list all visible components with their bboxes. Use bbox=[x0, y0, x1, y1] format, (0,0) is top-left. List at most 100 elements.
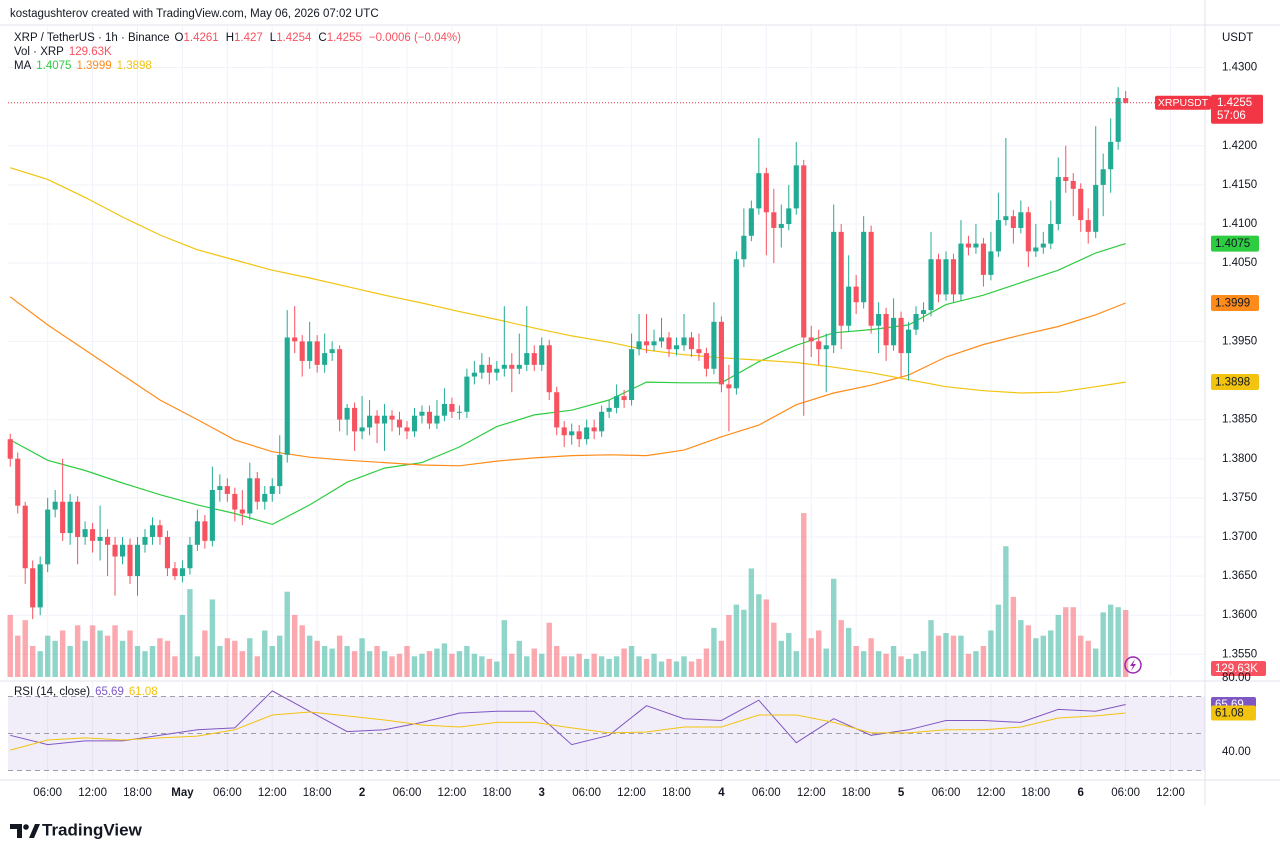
candle-body bbox=[741, 235, 747, 260]
volume-box-label: 129.63K bbox=[1215, 663, 1258, 675]
candle-body bbox=[232, 493, 238, 510]
volume-bar bbox=[374, 645, 380, 677]
candle-body bbox=[816, 341, 822, 350]
volume-bar bbox=[995, 604, 1002, 677]
candle-body bbox=[142, 536, 148, 545]
volume-bar bbox=[157, 638, 163, 677]
candle-body bbox=[381, 415, 388, 424]
symbol-label: XRPUSDT bbox=[1158, 97, 1209, 109]
x-tick-label: 12:00 bbox=[797, 787, 826, 799]
volume-bar bbox=[97, 630, 103, 677]
candle-body bbox=[1010, 216, 1016, 228]
candle-body bbox=[883, 313, 889, 346]
ma-value: 1.3999 bbox=[76, 60, 112, 72]
candle-body bbox=[127, 544, 133, 577]
volume-bar bbox=[89, 625, 96, 677]
rsi-line bbox=[10, 690, 1126, 746]
candle-body bbox=[464, 376, 470, 412]
volume-bar bbox=[756, 594, 762, 677]
volume-bar bbox=[606, 658, 612, 677]
volume-bar bbox=[905, 658, 912, 677]
open-value: 1.4261 bbox=[183, 32, 219, 44]
volume-bar bbox=[1048, 630, 1054, 677]
candle-body bbox=[808, 337, 814, 342]
ma-price-label: 1.4075 bbox=[1215, 238, 1250, 250]
candle-body bbox=[247, 478, 253, 514]
x-tick-label: 18:00 bbox=[482, 787, 511, 799]
candle-body bbox=[980, 243, 986, 275]
volume-bar bbox=[329, 648, 335, 677]
candle-body bbox=[1048, 224, 1054, 244]
candle-body bbox=[112, 544, 118, 557]
volume-bar bbox=[591, 653, 597, 677]
rsi-ma-value: 61.08 bbox=[128, 686, 158, 698]
candle-body bbox=[1055, 177, 1061, 225]
volume-bar bbox=[247, 638, 253, 677]
candle-body bbox=[149, 525, 156, 537]
candle-body bbox=[187, 544, 193, 569]
volume-bar bbox=[763, 599, 770, 677]
volume-bar bbox=[598, 656, 605, 677]
volume-bar bbox=[531, 648, 537, 677]
volume-value: 129.63K bbox=[68, 46, 112, 58]
x-tick-label: 12:00 bbox=[1156, 787, 1185, 799]
candle-body bbox=[97, 536, 103, 541]
ma-value: 1.4075 bbox=[36, 60, 72, 72]
candle-body bbox=[82, 529, 88, 537]
volume-bar bbox=[920, 651, 927, 677]
rsi-tick-label: 80.00 bbox=[1222, 672, 1251, 684]
x-tick-label: 12:00 bbox=[617, 787, 646, 799]
y-tick-label: 1.3550 bbox=[1222, 648, 1257, 660]
volume-bar bbox=[868, 638, 874, 677]
volume-bar bbox=[389, 656, 395, 677]
volume-bar bbox=[67, 645, 73, 677]
volume-bar bbox=[831, 578, 837, 677]
candle-body bbox=[45, 509, 51, 565]
volume-bar bbox=[568, 656, 575, 677]
volume-bar bbox=[464, 645, 470, 677]
candle-body bbox=[831, 231, 837, 346]
candle-body bbox=[90, 529, 96, 541]
volume-bar bbox=[576, 653, 582, 677]
ohlc-letter: L bbox=[269, 32, 277, 44]
candle-body bbox=[763, 173, 769, 213]
y-tick-label: 1.3600 bbox=[1222, 609, 1257, 621]
candle-body bbox=[748, 208, 754, 236]
volume-bar bbox=[853, 645, 859, 677]
volume-bar bbox=[232, 640, 238, 677]
change-value: −0.0006 (−0.04%) bbox=[368, 32, 461, 44]
candle-body bbox=[531, 353, 537, 365]
candle-body bbox=[696, 349, 702, 354]
volume-bar bbox=[524, 656, 530, 677]
rsi-pane-bg bbox=[8, 681, 1205, 780]
candle-body bbox=[419, 411, 425, 416]
candle-body bbox=[711, 321, 717, 369]
volume-bar bbox=[681, 656, 687, 677]
x-tick-label: 18:00 bbox=[303, 787, 332, 799]
volume-bar bbox=[666, 658, 672, 677]
candle-body bbox=[509, 364, 515, 369]
volume-bar bbox=[351, 651, 358, 677]
y-tick-label: 1.3950 bbox=[1222, 335, 1257, 347]
volume-bar bbox=[1010, 596, 1017, 677]
candle-body bbox=[217, 486, 223, 491]
volume-bar bbox=[771, 622, 777, 677]
candle-body bbox=[995, 220, 1001, 252]
candle-body bbox=[658, 337, 665, 342]
x-tick-label: 06:00 bbox=[572, 787, 601, 799]
y-tick-label: 1.4300 bbox=[1222, 62, 1257, 74]
volume-bar bbox=[711, 627, 717, 677]
volume-bar bbox=[1070, 607, 1076, 677]
volume-bar bbox=[1018, 620, 1024, 677]
candle-body bbox=[52, 501, 58, 510]
x-tick-label: 06:00 bbox=[393, 787, 422, 799]
candle-body bbox=[733, 259, 739, 389]
candle-body bbox=[1063, 177, 1069, 181]
volume-bar bbox=[52, 640, 58, 677]
candle-body bbox=[426, 411, 433, 424]
candle-body bbox=[778, 224, 784, 228]
ma-price-box bbox=[1211, 295, 1259, 312]
candle-body bbox=[344, 407, 350, 420]
volume-bar bbox=[104, 635, 111, 677]
candle-body bbox=[1115, 98, 1121, 142]
